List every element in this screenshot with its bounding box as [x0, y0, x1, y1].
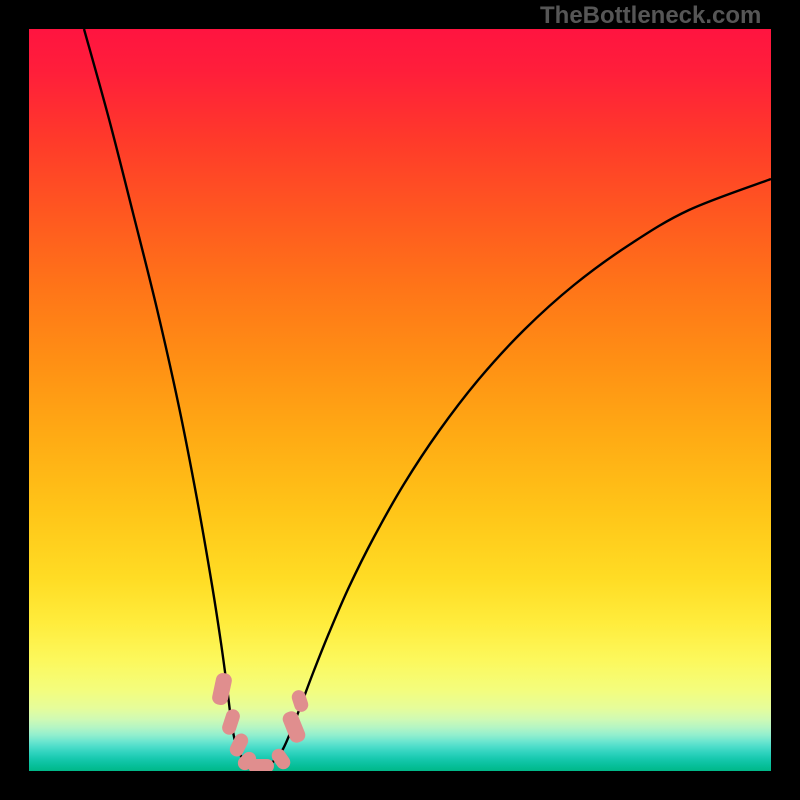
bottleneck-curve-path: [84, 29, 771, 765]
curve-markers: [211, 672, 310, 771]
curve-marker: [248, 759, 274, 771]
watermark-text: TheBottleneck.com: [540, 2, 761, 30]
plot-area: [29, 29, 771, 771]
curve-marker: [220, 707, 241, 736]
chart-frame: TheBottleneck.com: [0, 0, 800, 800]
curve-marker: [281, 709, 308, 745]
bottleneck-curve: [29, 29, 771, 771]
